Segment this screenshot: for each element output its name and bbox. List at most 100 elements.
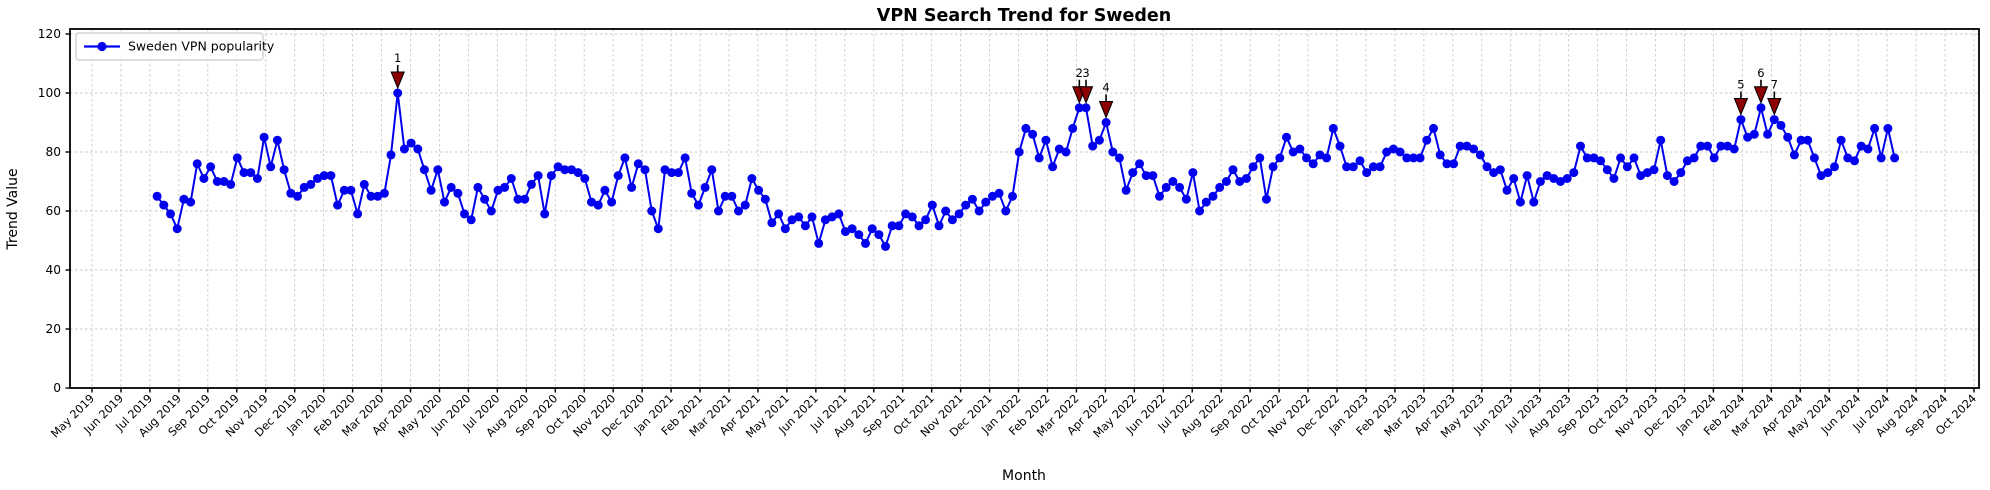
data-point-marker <box>1268 162 1278 172</box>
data-point-marker <box>580 174 590 183</box>
data-point-marker <box>1054 144 1064 154</box>
data-point-marker <box>1596 156 1606 166</box>
data-point-marker <box>1803 135 1813 145</box>
data-point-marker <box>426 185 436 195</box>
data-point-marker <box>947 215 957 225</box>
data-point-marker <box>433 165 443 175</box>
annotation-rank-label: 3 <box>1082 66 1089 80</box>
data-point-marker <box>1181 194 1191 204</box>
data-point-marker <box>1529 197 1539 207</box>
data-point-marker <box>319 171 329 181</box>
data-point-marker <box>506 174 516 183</box>
data-point-marker <box>1763 129 1773 139</box>
data-point-marker <box>1288 147 1298 157</box>
data-point-marker <box>1021 123 1031 133</box>
data-point-marker <box>1475 150 1485 160</box>
data-point-marker <box>1703 141 1712 151</box>
data-point-marker <box>366 191 376 201</box>
y-tick-label: 60 <box>45 204 61 218</box>
data-point-marker <box>1088 141 1098 151</box>
data-point-marker <box>359 179 369 189</box>
data-point-marker <box>186 197 196 207</box>
data-point-marker <box>460 209 469 219</box>
data-point-marker <box>1302 153 1311 163</box>
data-point-marker <box>473 182 483 192</box>
data-point-marker <box>740 200 750 210</box>
y-tick-labels: 0 20 40 60 80 100 120 <box>38 27 61 395</box>
data-point-marker <box>1155 191 1164 201</box>
data-point-marker <box>293 191 302 201</box>
data-point-marker <box>921 215 931 225</box>
data-point-marker <box>954 209 964 219</box>
data-point-marker <box>252 174 262 183</box>
data-point-marker <box>486 206 496 216</box>
annotation-rank-label: 1 <box>394 51 401 65</box>
data-point-marker <box>680 153 690 163</box>
y-tick-label: 100 <box>38 86 61 100</box>
data-point-marker <box>1816 171 1826 181</box>
data-point-marker <box>152 191 162 201</box>
data-point-marker <box>500 182 510 192</box>
data-point-marker <box>961 200 971 210</box>
data-point-marker <box>934 221 944 231</box>
data-point-marker <box>800 221 810 231</box>
data-point-marker <box>1709 153 1719 163</box>
data-point-marker <box>1716 141 1726 151</box>
data-point-marker <box>1876 153 1886 163</box>
data-point-marker <box>513 194 523 204</box>
data-point-marker <box>232 153 242 163</box>
data-point-marker <box>406 138 416 148</box>
data-point-marker <box>393 88 403 98</box>
gridlines <box>70 29 1979 388</box>
data-point-marker <box>794 212 804 222</box>
peak-annotations: 1 2 34 567 <box>390 51 1782 119</box>
data-point-marker <box>1355 156 1365 166</box>
data-point-marker <box>854 230 864 240</box>
data-point-marker <box>827 212 837 222</box>
plot-frame <box>65 28 1980 393</box>
data-point-marker <box>1789 150 1799 160</box>
y-tick-label: 120 <box>38 27 61 41</box>
data-point-marker <box>1261 194 1271 204</box>
data-point-marker <box>346 185 356 195</box>
trend-polyline <box>156 92 1896 248</box>
data-point-marker <box>1415 153 1425 163</box>
data-point-marker <box>593 200 603 210</box>
data-point-marker <box>727 191 737 201</box>
data-point-marker <box>1308 159 1318 169</box>
data-point-marker <box>1469 144 1479 154</box>
data-point-marker <box>633 159 643 169</box>
data-point-marker <box>1863 144 1873 154</box>
data-point-marker <box>1676 168 1686 178</box>
data-point-marker <box>1662 171 1672 181</box>
data-point-marker <box>1455 141 1465 151</box>
data-point-marker <box>466 215 476 225</box>
data-point-marker <box>1328 123 1338 133</box>
data-point-marker <box>1569 168 1579 178</box>
annotation-rank-label: 2 <box>1076 66 1083 80</box>
data-point-marker <box>1616 153 1626 163</box>
data-point-marker <box>894 221 904 231</box>
data-point-marker <box>1121 185 1131 195</box>
data-point-marker <box>1342 162 1352 172</box>
data-point-marker <box>1435 150 1445 160</box>
data-point-marker <box>1556 177 1565 186</box>
data-point-marker <box>1823 168 1833 178</box>
axes-frame <box>69 28 1980 389</box>
data-point-marker <box>720 191 730 201</box>
data-point-marker <box>1622 162 1632 172</box>
data-point-marker <box>1495 165 1505 175</box>
data-point-marker <box>419 165 429 175</box>
data-point-marker <box>747 174 757 183</box>
data-point-marker <box>814 238 824 248</box>
data-point-marker <box>901 209 911 219</box>
data-point-marker <box>1602 165 1612 175</box>
data-point-marker <box>1061 147 1071 157</box>
data-point-marker <box>1890 153 1900 163</box>
data-point-marker <box>526 179 536 189</box>
data-point-marker <box>1228 165 1238 175</box>
chart-title: VPN Search Trend for Sweden <box>877 6 1171 26</box>
legend-label: Sweden VPN popularity <box>128 39 275 54</box>
